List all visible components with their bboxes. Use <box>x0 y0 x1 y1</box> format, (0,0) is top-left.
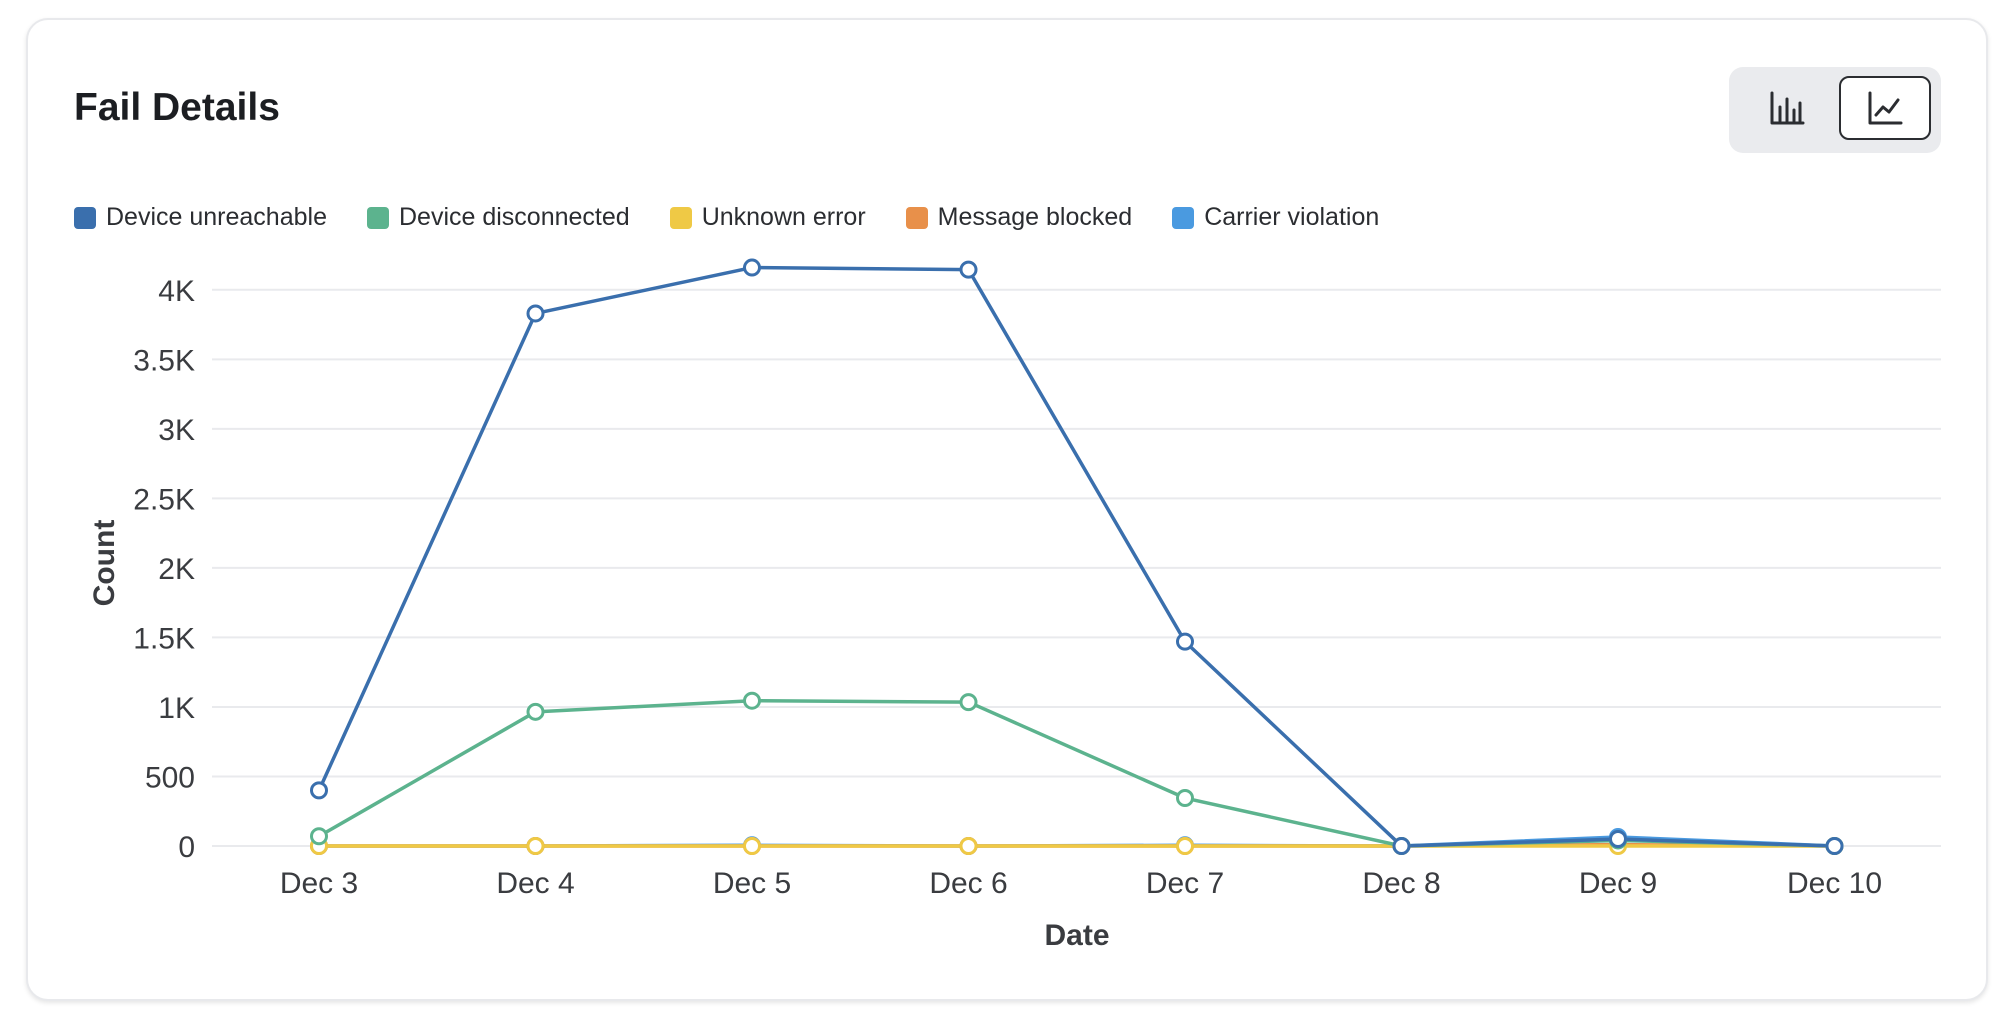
legend-item[interactable]: Carrier violation <box>1172 203 1379 232</box>
x-tick-label: Dec 6 <box>929 867 1007 900</box>
y-tick-label: 3K <box>158 414 195 447</box>
bar-chart-button[interactable] <box>1741 76 1833 140</box>
x-tick-label: Dec 7 <box>1146 867 1224 900</box>
data-point <box>1176 789 1194 808</box>
legend-label: Message blocked <box>937 203 1133 231</box>
x-axis-title: Date <box>1044 919 1109 952</box>
y-tick-label: 2.5K <box>133 483 195 516</box>
data-point <box>1176 632 1194 651</box>
x-tick-label: Dec 5 <box>713 867 791 900</box>
chart-type-toggle <box>1729 67 1941 153</box>
legend-swatch <box>905 206 928 229</box>
series-line <box>317 265 1835 848</box>
data-point <box>959 260 978 279</box>
chart-legend: Device unreachable Device disconnected Unk… <box>74 203 1419 232</box>
y-tick-label: 1.5K <box>133 622 195 655</box>
data-point <box>743 837 761 855</box>
y-axis-title: Count <box>88 520 121 607</box>
legend-item[interactable]: Device disconnected <box>366 203 630 232</box>
x-tick-label: Dec 9 <box>1579 867 1657 900</box>
data-point <box>1609 830 1627 849</box>
bar-chart-icon <box>1770 91 1805 125</box>
legend-swatch <box>1172 206 1195 229</box>
data-point <box>1825 837 1844 855</box>
x-tick-label: Dec 8 <box>1362 867 1440 900</box>
data-point <box>1176 837 1194 855</box>
legend-label: Carrier violation <box>1204 203 1380 231</box>
legend-label: Device disconnected <box>398 203 630 231</box>
y-tick-label: 2K <box>158 553 195 586</box>
data-point <box>526 304 545 323</box>
y-tick-label: 3.5K <box>133 344 195 377</box>
series-line <box>318 698 1835 848</box>
data-point <box>526 837 545 855</box>
legend-label: Unknown error <box>701 203 866 231</box>
x-tick-label: Dec 10 <box>1787 867 1882 900</box>
line-chart-icon <box>1868 91 1903 125</box>
legend-label: Device unreachable <box>106 203 327 231</box>
card-title: Fail Details <box>74 86 280 129</box>
legend-swatch <box>366 206 389 229</box>
data-point <box>310 781 328 800</box>
legend-item[interactable]: Unknown error <box>669 203 866 232</box>
x-tick-label: Dec 3 <box>280 867 358 900</box>
legend-item[interactable]: Message blocked <box>905 203 1133 232</box>
x-tick-label: Dec 4 <box>496 867 574 900</box>
y-tick-label: 4K <box>158 275 195 308</box>
data-point <box>743 258 761 277</box>
legend-swatch <box>74 206 96 229</box>
data-point <box>959 837 978 855</box>
legend-item[interactable]: Device unreachable <box>74 203 327 232</box>
legend-swatch <box>669 206 692 229</box>
data-point <box>526 702 545 721</box>
y-tick-label: 0 <box>178 831 195 864</box>
line-chart-button[interactable] <box>1839 76 1931 140</box>
y-tick-label: 1K <box>158 692 195 725</box>
data-point <box>310 827 328 846</box>
data-point <box>959 693 978 712</box>
data-point <box>743 691 761 710</box>
y-tick-label: 500 <box>145 761 195 794</box>
data-point <box>1392 837 1411 855</box>
